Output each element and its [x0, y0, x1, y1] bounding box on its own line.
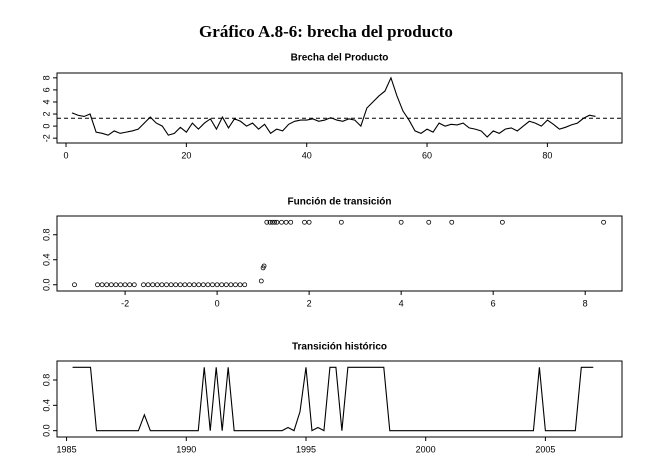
data-point [261, 263, 267, 269]
data-point [99, 282, 105, 288]
x-tick-label: 2005 [535, 444, 555, 454]
data-point [118, 282, 123, 288]
data-point [258, 278, 264, 284]
data-point [426, 219, 432, 225]
data-point [122, 282, 128, 288]
data-point [150, 282, 156, 288]
data-line [72, 366, 594, 432]
y-tick-label: 0.4 [41, 253, 51, 266]
data-point [145, 282, 151, 288]
data-point [228, 282, 234, 288]
x-tick-label: 6 [491, 298, 496, 308]
x-tick-label: 1985 [57, 444, 77, 454]
data-point [168, 282, 174, 288]
data-point [398, 219, 404, 225]
x-tick-label: 0 [64, 150, 69, 160]
y-tick-label: 8 [41, 75, 51, 80]
y-tick-label: 0.0 [41, 278, 51, 291]
y-tick-label: -2 [41, 134, 51, 142]
data-point [288, 219, 294, 225]
data-point [210, 282, 215, 288]
y-tick-label: 2 [41, 112, 51, 117]
y-tick-label: 0 [41, 124, 51, 129]
plot-frame [56, 360, 623, 438]
data-point [264, 219, 270, 225]
data-point [449, 219, 455, 225]
data-point [237, 282, 243, 288]
data-point [154, 282, 160, 288]
y-tick-label: 6 [41, 87, 51, 92]
data-point [223, 282, 229, 288]
data-point [131, 282, 137, 288]
data-point [104, 282, 110, 288]
data-point [187, 282, 192, 288]
data-point [113, 282, 119, 288]
data-point [191, 282, 197, 288]
data-point [272, 219, 278, 225]
panel-title: Transición histórico [292, 342, 387, 353]
data-point [283, 219, 289, 225]
x-tick-label: 60 [422, 150, 432, 160]
data-point [173, 282, 179, 288]
x-tick-label: 40 [302, 150, 312, 160]
y-tick-label: 4 [41, 99, 51, 104]
data-line [71, 76, 596, 138]
y-tick-label: 0.0 [41, 424, 51, 437]
y-tick-label: 0.8 [41, 374, 51, 387]
data-point [108, 282, 114, 288]
data-point [214, 282, 220, 288]
data-point [182, 282, 188, 288]
data-point [499, 219, 505, 225]
y-tick-label: 0.4 [41, 399, 51, 412]
data-point [274, 219, 280, 225]
y-tick-label: 0.8 [41, 228, 51, 241]
data-point [164, 282, 169, 288]
data-point [177, 282, 183, 288]
panel-title: Función de transición [288, 197, 392, 208]
data-point [72, 282, 77, 288]
x-tick-label: 2000 [416, 444, 436, 454]
x-tick-label: 0 [215, 298, 220, 308]
figure-title: Gráfico A.8-6: brecha del producto [199, 22, 453, 41]
data-point [302, 219, 307, 225]
data-point [233, 282, 238, 288]
data-point [219, 282, 225, 288]
x-tick-label: 2 [307, 298, 312, 308]
data-point [267, 219, 273, 225]
data-point [306, 219, 312, 225]
x-tick-label: 20 [181, 150, 191, 160]
panel-title: Brecha del Producto [291, 53, 389, 64]
x-tick-label: 4 [399, 298, 404, 308]
x-tick-label: 1990 [176, 444, 196, 454]
data-point [601, 219, 606, 225]
x-tick-label: 1995 [296, 444, 316, 454]
data-point [141, 282, 146, 288]
data-point [242, 282, 248, 288]
x-tick-label: 8 [583, 298, 588, 308]
x-tick-label: -2 [121, 298, 129, 308]
plot-frame [56, 72, 623, 144]
data-point [200, 282, 206, 288]
data-point [95, 282, 100, 288]
data-point [338, 219, 344, 225]
data-point [205, 282, 211, 288]
data-point [269, 219, 275, 225]
data-point [279, 219, 284, 225]
data-point [159, 282, 165, 288]
x-tick-label: 80 [542, 150, 552, 160]
data-point [127, 282, 133, 288]
data-point [196, 282, 202, 288]
plot-frame [56, 215, 623, 292]
